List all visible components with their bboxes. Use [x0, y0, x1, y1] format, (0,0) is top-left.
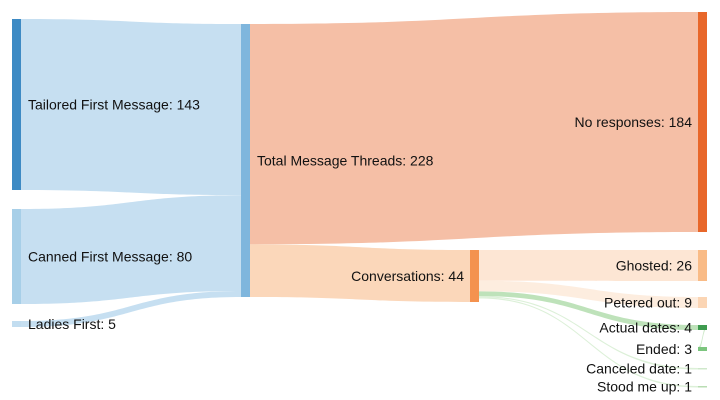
link-conv-to-ghosted [479, 250, 698, 281]
link-total-to-conv [250, 244, 470, 302]
sankey-nodes [12, 12, 707, 388]
link-actual-to-ended [698, 325, 707, 351]
node-total [241, 24, 250, 297]
label-canned: Canned First Message: 80 [28, 248, 192, 264]
label-tailored: Tailored First Message: 143 [28, 96, 200, 112]
label-total: Total Message Threads: 228 [257, 152, 434, 168]
link-conv-to-petered [479, 280, 698, 308]
label-conv: Conversations: 44 [351, 268, 464, 284]
node-canceled [698, 368, 707, 370]
label-ghosted: Ghosted: 26 [616, 257, 692, 273]
label-ended: Ended: 3 [636, 341, 692, 357]
link-conv-to-actual [479, 291, 698, 330]
node-canned [12, 209, 21, 304]
label-noresp: No responses: 184 [574, 114, 692, 130]
node-ladies [12, 321, 21, 327]
link-total-to-noresp [250, 12, 698, 245]
node-actual [698, 325, 707, 330]
label-actual: Actual dates: 4 [599, 319, 692, 335]
link-conv-to-stood [479, 297, 698, 388]
label-canceled: Canceled date: 1 [586, 361, 692, 377]
link-canned-to-total [21, 195, 241, 304]
node-petered [698, 297, 707, 308]
label-petered: Petered out: 9 [604, 294, 692, 310]
label-ladies: Ladies First: 5 [28, 316, 116, 332]
node-stood [698, 386, 707, 388]
link-tailored-to-total [21, 19, 241, 196]
node-noresp [698, 12, 707, 232]
link-conv-to-canceled [479, 296, 698, 370]
node-conv [470, 250, 479, 302]
node-ghosted [698, 250, 707, 281]
link-ladies-to-total [21, 291, 241, 327]
sankey-labels: Tailored First Message: 143 Canned First … [28, 96, 692, 394]
sankey-links [21, 12, 707, 388]
node-tailored [12, 19, 21, 190]
node-ended [698, 347, 707, 351]
label-stood: Stood me up: 1 [597, 379, 692, 395]
